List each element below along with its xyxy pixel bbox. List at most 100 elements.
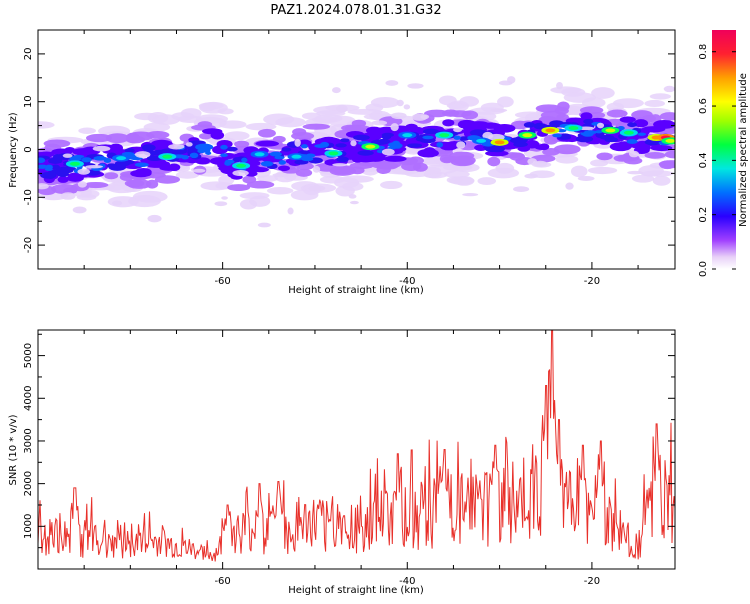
heatmap-blob <box>591 87 615 99</box>
heatmap-blob <box>556 128 567 133</box>
heatmap-blob <box>390 112 407 120</box>
heatmap-blob <box>302 123 331 130</box>
heatmap-blob <box>192 168 206 173</box>
heatmap-blob <box>617 125 625 131</box>
heatmap-blob <box>93 156 107 161</box>
heatmap-blob <box>385 80 399 86</box>
heatmap-blob <box>644 152 666 159</box>
heatmap-blob <box>275 117 306 128</box>
spectrogram-x-tick-label: -60 <box>214 276 230 287</box>
heatmap-blob <box>507 76 516 84</box>
heatmap-blob <box>198 132 212 140</box>
heatmap-blob <box>609 142 632 152</box>
heatmap-blob <box>619 116 636 123</box>
heatmap-blob <box>353 134 370 141</box>
heatmap-blob <box>553 144 581 155</box>
heatmap-blob <box>412 162 428 172</box>
heatmap-blob <box>232 157 242 163</box>
heatmap-blob <box>633 119 649 128</box>
heatmap-blob <box>339 138 350 143</box>
heatmap-blob <box>308 185 326 192</box>
heatmap-blob <box>214 201 228 207</box>
heatmap-blob <box>106 163 117 168</box>
heatmap-blob <box>604 137 618 143</box>
heatmap-blob <box>332 163 348 167</box>
heatmap-blob <box>257 222 271 228</box>
heatmap-blob <box>78 127 96 134</box>
heatmap-blob <box>281 147 292 152</box>
heatmap-blob <box>477 177 497 186</box>
heatmap-blob <box>335 143 347 148</box>
snr-series <box>38 330 675 562</box>
heatmap-blob <box>301 144 308 149</box>
heatmap-blob <box>154 175 181 184</box>
heatmap-hotspot-core <box>236 163 247 168</box>
heatmap-blob <box>210 131 225 140</box>
heatmap-blob <box>535 104 562 113</box>
heatmap-blob <box>232 170 249 177</box>
heatmap-blob <box>524 173 538 179</box>
heatmap-blob <box>150 139 173 149</box>
heatmap-blob <box>456 141 466 149</box>
heatmap-blob <box>64 146 75 153</box>
heatmap-blob <box>350 200 359 205</box>
heatmap-blob <box>595 130 603 134</box>
heatmap-blob <box>403 104 411 110</box>
heatmap-blob <box>145 179 159 189</box>
heatmap-blob <box>218 120 247 129</box>
heatmap-blob <box>83 181 109 189</box>
heatmap-blob <box>260 161 274 167</box>
heatmap-blob <box>596 122 605 129</box>
heatmap-blob <box>85 164 103 169</box>
heatmap-blob <box>513 141 528 148</box>
snr-ticks: -60 -40 -20 1000 2000 3000 4000 5000 <box>23 330 675 587</box>
heatmap-blob <box>134 162 149 168</box>
heatmap-blob <box>332 87 341 94</box>
heatmap-blob <box>126 179 152 189</box>
colorbar-gradient <box>712 30 736 269</box>
heatmap-blob <box>462 192 479 197</box>
heatmap-blob <box>38 183 49 190</box>
heatmap-blob <box>224 160 232 166</box>
heatmap-blob <box>380 159 395 170</box>
spectrogram-x-axis-label: Height of straight line (km) <box>288 285 424 296</box>
heatmap-blob <box>57 176 69 183</box>
heatmap-blob <box>73 154 85 159</box>
heatmap-blob <box>160 148 174 155</box>
heatmap-blob <box>469 129 487 137</box>
snr-y-tick-label: 4000 <box>23 386 34 411</box>
heatmap-blob <box>168 143 185 150</box>
heatmap-blob <box>292 128 307 137</box>
heatmap-blob <box>357 150 374 156</box>
heatmap-blob <box>627 170 644 175</box>
heatmap-blob <box>257 175 278 183</box>
heatmap-blob <box>422 128 439 135</box>
colorbar-tick-label: 0.6 <box>698 98 709 114</box>
heatmap-blob <box>450 158 475 167</box>
colorbar-tick-label: 0.4 <box>698 152 709 168</box>
spectrogram-heatmap <box>38 76 675 228</box>
heatmap-blob <box>51 183 78 194</box>
heatmap-blob <box>490 108 508 113</box>
heatmap-blob <box>664 150 675 159</box>
heatmap-blob <box>644 99 665 107</box>
heatmap-blob <box>134 151 151 158</box>
heatmap-blob <box>305 153 316 158</box>
heatmap-blob <box>392 140 400 146</box>
heatmap-blob <box>626 139 638 144</box>
heatmap-blob <box>316 110 346 117</box>
heatmap-blob <box>130 169 152 178</box>
heatmap-blob <box>152 114 181 125</box>
heatmap-blob <box>596 152 613 161</box>
heatmap-blob <box>509 152 526 161</box>
heatmap-blob <box>218 175 235 186</box>
heatmap-blob <box>474 144 488 151</box>
heatmap-blob <box>588 111 606 119</box>
heatmap-blob <box>637 132 647 136</box>
heatmap-blob <box>220 153 228 158</box>
heatmap-blob <box>198 102 224 110</box>
heatmap-blob <box>533 122 546 130</box>
heatmap-blob <box>301 112 322 120</box>
heatmap-blob <box>570 165 588 178</box>
heatmap-hotspot-core <box>402 133 413 138</box>
